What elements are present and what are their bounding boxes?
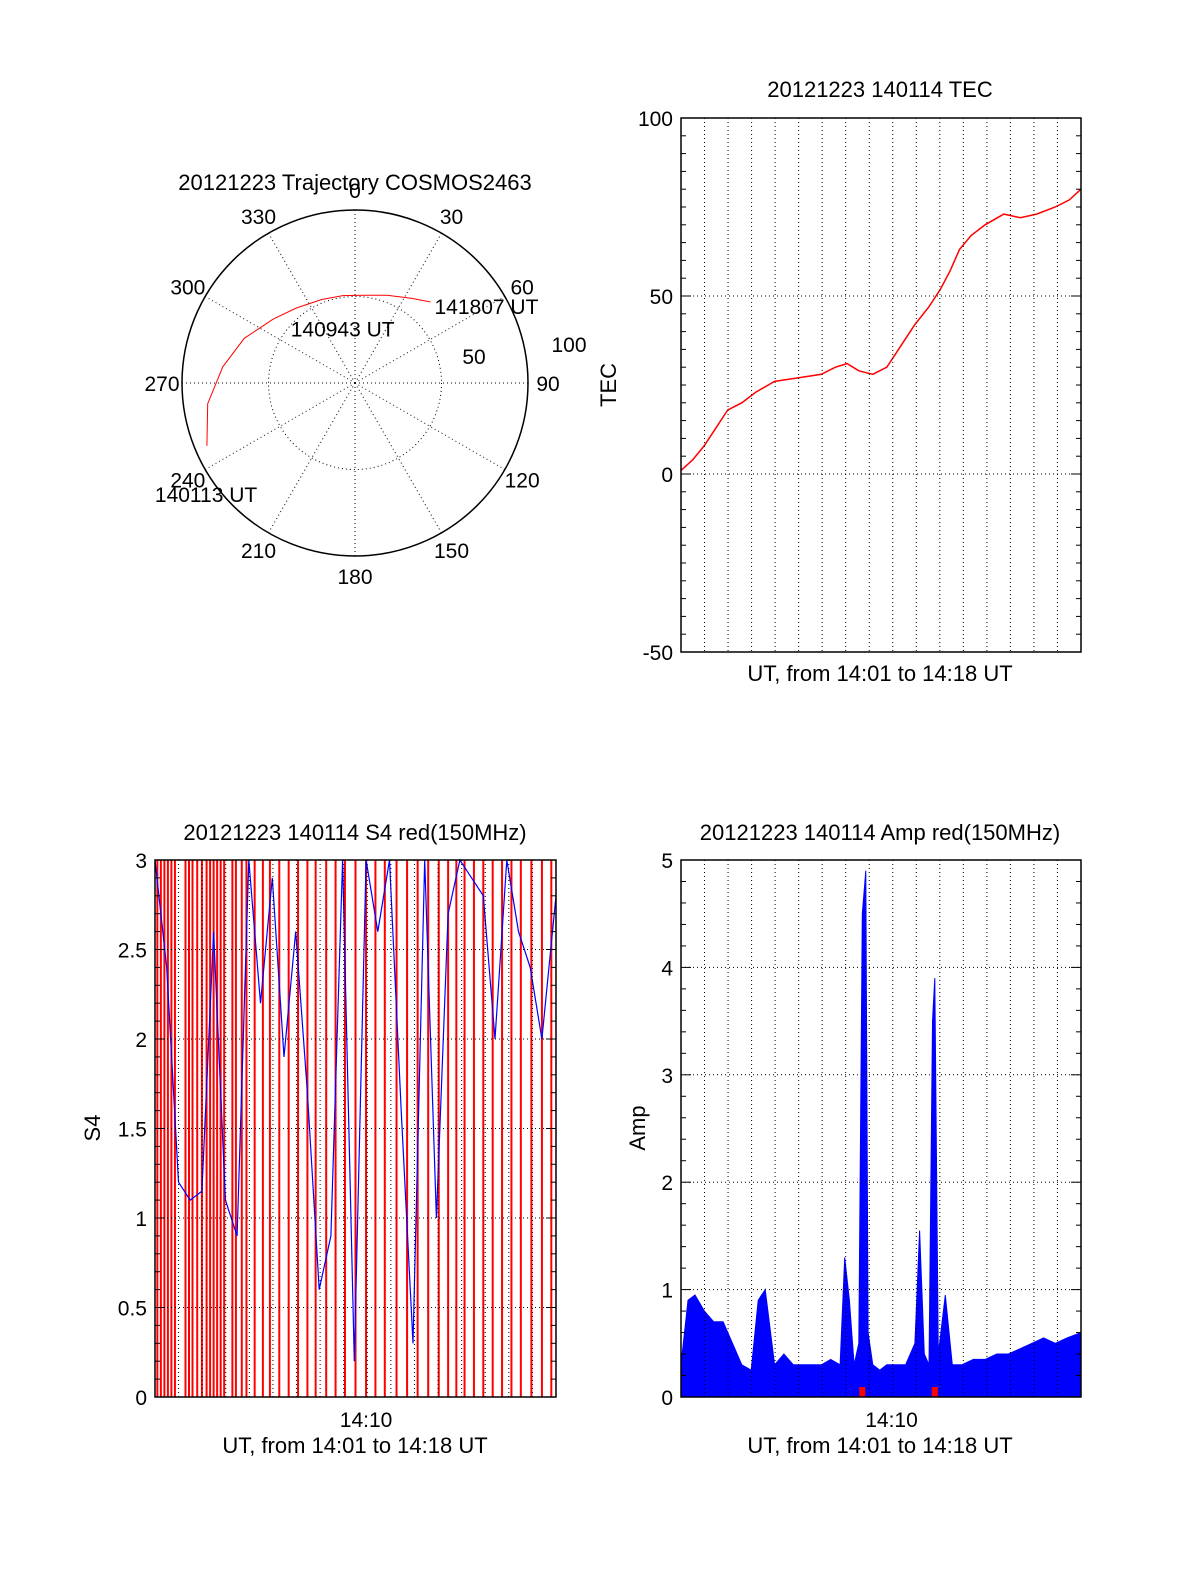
tec-title: 20121223 140114 TEC [767,77,993,102]
x-tick-label: 14:10 [865,1409,918,1432]
ticks [681,859,1081,1398]
polar-title: 20121223 Trajectory COSMOS2463 [178,170,531,195]
polar-angle-label: 300 [170,277,205,300]
polar-radius-label: 50 [462,346,485,369]
y-tick-label: 50 [650,286,673,309]
tec-xlabel: UT, from 14:01 to 14:18 UT [747,661,1012,686]
x-tick-label: 14:10 [340,1409,393,1432]
y-tick-label: 4 [661,957,673,980]
polar-angle-label: 60 [510,277,533,300]
series-blue [680,870,1082,1398]
polar-spoke [268,382,356,534]
y-tick-label: 0 [661,464,673,487]
y-tick-label: 0 [661,1387,673,1410]
red-marker [859,1387,866,1397]
s4-xlabel: UT, from 14:01 to 14:18 UT [222,1433,487,1458]
axes-frame [680,859,1082,1398]
y-tick-label: 2.5 [118,940,147,963]
s4-ylabel: S4 [80,1115,105,1142]
y-tick-label: 1 [661,1280,673,1303]
tec-ylabel: TEC [596,363,621,407]
polar-spoke [268,232,356,384]
y-tick-label: 0.5 [118,1298,147,1321]
y-tick-label: 2 [661,1172,673,1195]
amp-xlabel: UT, from 14:01 to 14:18 UT [747,1433,1012,1458]
y-tick-label: 1.5 [118,1119,147,1142]
polar-spoke [354,382,442,534]
ticks [681,117,1081,653]
ticks [155,859,556,1398]
plot-area [680,870,1082,1398]
polar-spoke [354,382,506,470]
y-tick-label: 2 [135,1029,147,1052]
polar-angle-label: 90 [536,373,559,396]
red-marker [931,1387,938,1397]
y-tick-label: 3 [661,1065,673,1088]
amp-chart: 20121223 140114 Amp red(150MHz) UT, from… [625,820,1082,1458]
polar-radius-label: 100 [551,334,586,357]
polar-angle-label: 0 [349,180,361,203]
s4-title: 20121223 140114 S4 red(150MHz) [183,820,526,845]
polar-angle-label: 180 [337,566,372,589]
y-tick-label: 100 [638,108,673,131]
amp-title: 20121223 140114 Amp red(150MHz) [700,820,1060,845]
trajectory-annotation: 140113 UT [155,484,258,507]
trajectory-annotation: 140943 UT [291,319,395,342]
polar-ring-50 [268,296,442,470]
polar-angle-label: 240 [170,470,205,493]
trajectory-line [206,294,431,446]
polar-angle-label: 150 [434,540,469,563]
trajectory-annotations: 141807 UT 140943 UT 140113 UT [155,296,539,507]
axes-frame [680,117,1082,653]
polar-spoke [204,296,356,384]
y-tick-label: 0 [135,1387,147,1410]
y-tick-label: 3 [135,850,147,873]
polar-angle-label: 270 [144,373,179,396]
polar-spoke [354,296,506,384]
trajectory-annotation: 141807 UT [435,296,539,319]
tec-chart: 20121223 140114 TEC UT, from 14:01 to 14… [596,77,1082,686]
polar-angle-labels: 0 30 60 90 120 150 180 210 240 270 300 330 50 100 [144,180,586,589]
polar-angle-label: 330 [241,206,276,229]
polar-angle-label: 120 [505,470,540,493]
series-blue [154,858,557,1362]
s4-chart: 20121223 140114 S4 red(150MHz) UT, from … [80,820,557,1458]
y-tick-label: 1 [135,1208,147,1231]
polar-spoke [354,232,442,384]
grid [155,860,556,1397]
plot-area [680,188,1082,471]
y-tick-label: -50 [643,642,673,665]
grid [681,860,1081,1397]
polar-angle-label: 30 [440,206,463,229]
amp-ylabel: Amp [625,1105,650,1150]
polar-angle-label: 210 [241,540,276,563]
polar-spoke [204,382,356,470]
grid [681,118,1081,652]
polar-grid [181,209,529,557]
y-tick-label: 5 [661,850,673,873]
series-red [680,188,1082,471]
polar-trajectory-chart: 20121223 Trajectory COSMOS2463 0 30 60 90 12… [144,170,586,589]
